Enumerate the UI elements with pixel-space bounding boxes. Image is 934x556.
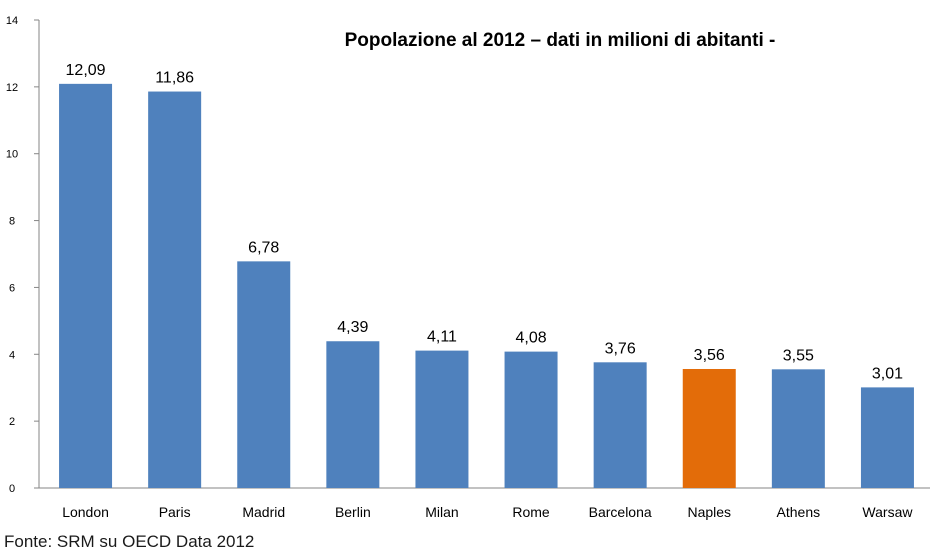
source-note: Fonte: SRM su OECD Data 2012 (4, 532, 255, 551)
y-tick-label: 8 (9, 216, 15, 228)
x-tick-label: Paris (159, 504, 191, 520)
bar-london (59, 83, 113, 488)
bars (59, 83, 914, 488)
x-tick-label: Athens (777, 504, 821, 520)
bar-barcelona (593, 362, 647, 488)
chart-title: Popolazione al 2012 – dati in milioni di… (345, 30, 776, 51)
data-label: 6,78 (248, 239, 279, 256)
data-label: 3,55 (783, 347, 814, 364)
x-tick-label: London (62, 504, 109, 520)
bar-athens (771, 369, 825, 488)
y-tick-label: 6 (9, 282, 15, 294)
labels: 12,09 London 11,86 Paris 6,78 Madrid 4,39 Berli… (62, 62, 913, 520)
population-bar-chart: 0 2 4 6 8 10 12 14 12,09 London 11,86 Paris 6,78 Mad… (6, 15, 930, 520)
bar-milan (415, 350, 469, 488)
x-tick-label: Barcelona (589, 504, 652, 520)
data-label: 3,76 (605, 340, 636, 357)
y-tick-label: 0 (9, 483, 15, 495)
bar-berlin (326, 341, 380, 488)
bar-paris (148, 91, 202, 488)
bar-rome (504, 351, 558, 488)
x-tick-label: Berlin (335, 504, 371, 520)
data-label: 3,01 (872, 365, 903, 382)
data-label: 3,56 (694, 347, 725, 364)
y-tick-label: 4 (9, 349, 15, 361)
y-tick-label: 14 (6, 15, 18, 27)
y-tick-label: 10 (6, 149, 18, 161)
x-tick-label: Milan (425, 504, 458, 520)
x-tick-label: Madrid (242, 504, 285, 520)
data-label: 11,86 (155, 70, 194, 87)
data-label: 4,39 (337, 319, 368, 336)
data-label: 4,11 (427, 329, 457, 346)
y-tick-label: 12 (6, 82, 18, 94)
data-label: 4,08 (515, 330, 546, 347)
bar-madrid (237, 261, 291, 488)
y-tick-label: 2 (9, 416, 15, 428)
x-tick-label: Naples (687, 504, 731, 520)
bar-warsaw (860, 387, 914, 488)
x-tick-label: Warsaw (862, 504, 913, 520)
data-label: 12,09 (66, 62, 106, 79)
x-tick-label: Rome (512, 504, 550, 520)
bar-naples (682, 368, 736, 488)
